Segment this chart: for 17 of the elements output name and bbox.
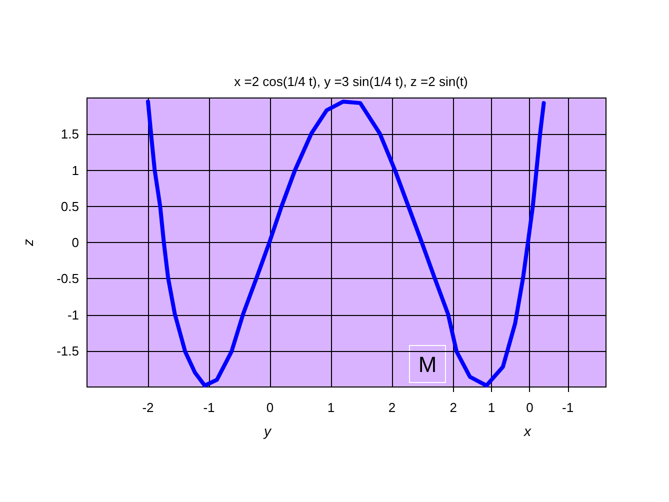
x-tick-label: 0 bbox=[266, 400, 274, 415]
y-tick-label: 0.5 bbox=[60, 198, 79, 214]
y-axis-title: z bbox=[20, 239, 36, 247]
y-tick-label: 1.5 bbox=[60, 126, 79, 142]
y-tick-label: 0 bbox=[72, 235, 79, 250]
y-tick-label: -1.5 bbox=[56, 343, 79, 358]
x-axis-title: y bbox=[263, 423, 272, 439]
y-tick-label: -1 bbox=[67, 307, 79, 322]
annotation: M bbox=[418, 352, 437, 377]
chart-title: x =2 cos(1/4 t), y =3 sin(1/4 t), z =2 sin(t) bbox=[234, 74, 468, 89]
y-tick-label: 1 bbox=[72, 162, 79, 178]
x2-axis-title: x bbox=[523, 423, 532, 439]
x-tick-label: -2 bbox=[142, 400, 154, 415]
x-tick-label: 1 bbox=[327, 400, 335, 415]
y-tick-label: -0.5 bbox=[56, 271, 79, 286]
x-tick-label: 2 bbox=[388, 400, 396, 415]
x-tick-label: -1 bbox=[203, 400, 215, 415]
